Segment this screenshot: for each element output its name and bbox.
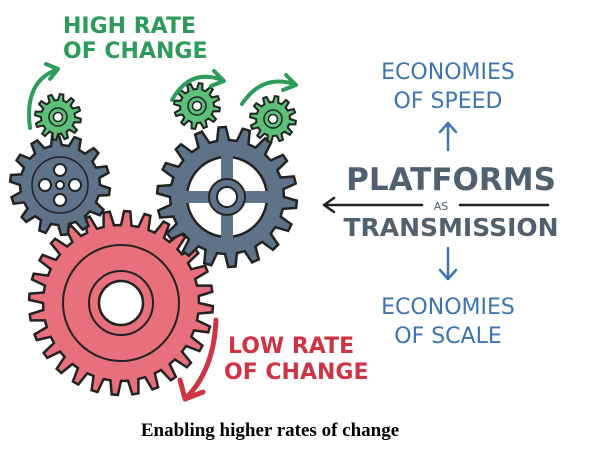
arrows-from-platforms [438, 121, 458, 281]
high-rate-arrows [27, 62, 298, 130]
high-rate-label-line1: HIGH RATE [63, 14, 196, 39]
as-label: AS [434, 200, 449, 213]
large-gear-hub [97, 279, 145, 327]
left-arrow-icon [322, 196, 424, 214]
high-rate-label-line2: OF CHANGE [63, 39, 207, 64]
economies-of-speed-line2: OF SPEED [394, 89, 503, 114]
gear-group [8, 81, 299, 397]
low-rate-label-line1: LOW RATE [228, 334, 354, 359]
down-arrow-icon [438, 246, 458, 281]
economies-of-scale-line2: OF SCALE [394, 324, 502, 349]
economies-of-speed-line1: ECONOMIES [381, 60, 515, 85]
low-rate-arrow [177, 317, 219, 402]
curved-arrow-left [27, 68, 58, 130]
transmission-label: TRANSMISSION [343, 213, 558, 242]
platforms-label: PLATFORMS [346, 162, 556, 198]
figure-caption: Enabling higher rates of change [140, 420, 400, 441]
curved-arrow-right [240, 79, 296, 106]
curved-arrow-middle [170, 74, 224, 102]
economies-of-scale-line1: ECONOMIES [381, 295, 515, 320]
up-arrow-icon [438, 121, 458, 152]
low-rate-label-line2: OF CHANGE [224, 360, 368, 385]
